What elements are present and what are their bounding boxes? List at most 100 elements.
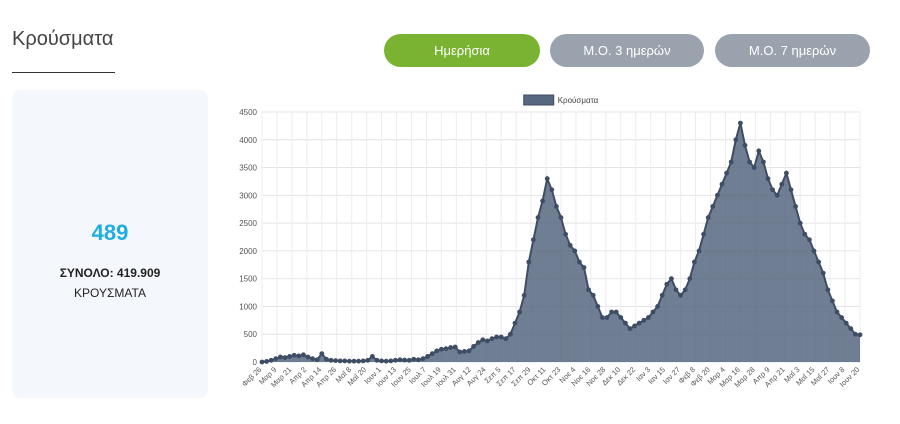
- data-point: [374, 357, 380, 363]
- data-point: [462, 349, 467, 354]
- data-point: [820, 270, 826, 276]
- data-point: [834, 309, 840, 315]
- data-point: [411, 356, 417, 362]
- data-point: [728, 159, 734, 165]
- data-point: [613, 309, 619, 315]
- data-point: [549, 187, 555, 193]
- data-point: [388, 358, 394, 364]
- data-point: [383, 358, 389, 364]
- data-point: [420, 356, 426, 362]
- data-point: [310, 356, 315, 362]
- data-point: [475, 340, 481, 345]
- data-point: [623, 320, 628, 326]
- data-point: [360, 358, 366, 364]
- data-point: [554, 204, 559, 209]
- data-point: [356, 358, 361, 364]
- data-point: [586, 287, 591, 293]
- data-point: [788, 187, 794, 193]
- data-point: [696, 248, 702, 254]
- data-point: [443, 346, 449, 352]
- data-point: [342, 358, 348, 364]
- title-underline: [12, 72, 115, 73]
- data-point: [793, 204, 798, 209]
- data-point: [756, 148, 762, 154]
- page-title: Κρούσματα: [12, 28, 114, 50]
- data-point: [646, 315, 651, 320]
- data-point: [848, 326, 854, 332]
- data-point: [370, 354, 375, 359]
- data-point: [319, 351, 325, 357]
- data-point: [278, 354, 283, 360]
- data-point: [784, 170, 789, 176]
- data-point: [807, 237, 812, 243]
- data-point: [636, 320, 642, 326]
- avg-7-days-button[interactable]: Μ.Ο. 7 ημερών: [715, 34, 870, 67]
- data-point: [268, 357, 274, 363]
- data-point: [747, 159, 752, 165]
- data-point: [287, 354, 292, 359]
- data-point: [669, 276, 674, 282]
- data-point: [439, 346, 444, 352]
- data-point: [526, 259, 532, 265]
- data-point: [324, 356, 329, 362]
- avg-3-days-button[interactable]: Μ.Ο. 3 ημερών: [550, 34, 704, 67]
- data-point: [416, 357, 421, 363]
- data-point: [572, 248, 578, 254]
- data-point: [347, 358, 352, 364]
- data-point: [682, 287, 688, 293]
- y-tick-label: 4000: [239, 136, 257, 145]
- data-point: [485, 338, 490, 344]
- data-point: [802, 231, 808, 237]
- y-tick-label: 4500: [239, 108, 257, 117]
- today-cases-value: 489: [91, 220, 129, 245]
- data-point: [705, 215, 711, 220]
- y-tick-label: 500: [244, 330, 258, 339]
- data-point: [779, 181, 785, 187]
- daily-button[interactable]: Ημερήσια: [384, 34, 540, 67]
- data-point: [494, 334, 499, 340]
- y-tick-label: 0: [253, 358, 258, 367]
- data-point: [761, 159, 766, 165]
- data-point: [811, 248, 817, 254]
- total-cases-value: ΣΥΝΟΛΟ: 419.909: [59, 266, 161, 280]
- data-point: [733, 137, 739, 143]
- data-point: [508, 331, 513, 337]
- data-point: [701, 231, 706, 237]
- data-point: [351, 358, 357, 364]
- data-point: [655, 304, 660, 309]
- data-point: [590, 292, 596, 298]
- data-point: [600, 315, 605, 320]
- data-point: [531, 237, 536, 243]
- data-point: [715, 192, 720, 198]
- data-point: [558, 215, 564, 220]
- data-point: [466, 348, 472, 354]
- data-point: [393, 357, 398, 363]
- y-tick-label: 3000: [239, 191, 257, 200]
- y-tick-label: 2500: [239, 219, 257, 228]
- data-point: [641, 317, 647, 323]
- data-point: [296, 353, 302, 359]
- data-point: [678, 292, 683, 298]
- y-tick-label: 3500: [239, 164, 257, 173]
- data-point: [830, 298, 835, 304]
- data-point: [291, 352, 297, 358]
- data-point: [498, 334, 504, 340]
- data-point: [480, 337, 486, 343]
- data-point: [406, 357, 412, 363]
- data-point: [825, 287, 831, 293]
- legend-label: Κρούσματα: [558, 96, 599, 105]
- data-point: [425, 354, 430, 359]
- data-point: [627, 326, 633, 332]
- data-point: [282, 355, 288, 360]
- data-point: [632, 323, 637, 329]
- data-point: [742, 142, 748, 148]
- data-point: [751, 165, 757, 170]
- data-point: [402, 357, 407, 363]
- data-point: [521, 292, 527, 298]
- data-point: [581, 265, 587, 270]
- data-point: [434, 348, 440, 354]
- data-point: [563, 231, 568, 237]
- cases-caption: ΚΡΟΥΣΜΑΤΑ: [74, 286, 146, 300]
- data-point: [535, 215, 541, 220]
- data-point: [659, 292, 665, 298]
